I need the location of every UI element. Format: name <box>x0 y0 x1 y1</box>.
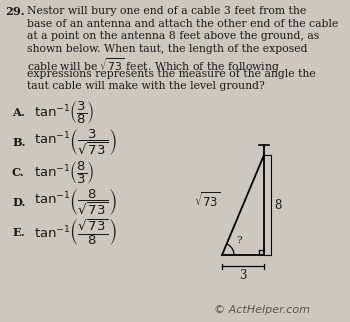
Text: 29.: 29. <box>5 6 24 17</box>
Text: B.: B. <box>12 137 26 147</box>
Text: base of an antenna and attach the other end of the cable: base of an antenna and attach the other … <box>27 18 338 29</box>
Text: 8: 8 <box>274 198 281 212</box>
Text: A.: A. <box>12 107 25 118</box>
Text: $\sqrt{73}$: $\sqrt{73}$ <box>194 192 221 210</box>
Text: taut cable will make with the level ground?: taut cable will make with the level grou… <box>27 81 265 91</box>
Text: shown below. When taut, the length of the exposed: shown below. When taut, the length of th… <box>27 43 308 53</box>
Text: $\tan^{-1}\!\left(\dfrac{3}{8}\right)$: $\tan^{-1}\!\left(\dfrac{3}{8}\right)$ <box>34 99 94 126</box>
Text: expressions represents the measure of the angle the: expressions represents the measure of th… <box>27 69 316 79</box>
Text: © ActHelper.com: © ActHelper.com <box>214 305 310 315</box>
Text: $\tan^{-1}\!\left(\dfrac{8}{\sqrt{73}}\right)$: $\tan^{-1}\!\left(\dfrac{8}{\sqrt{73}}\r… <box>34 187 117 217</box>
Text: Nestor will bury one end of a cable 3 feet from the: Nestor will bury one end of a cable 3 fe… <box>27 6 306 16</box>
Text: $\tan^{-1}\!\left(\dfrac{\sqrt{73}}{8}\right)$: $\tan^{-1}\!\left(\dfrac{\sqrt{73}}{8}\r… <box>34 217 117 247</box>
Text: ?: ? <box>236 235 241 244</box>
Text: 3: 3 <box>239 269 247 282</box>
Text: D.: D. <box>12 196 25 207</box>
Text: $\tan^{-1}\!\left(\dfrac{8}{3}\right)$: $\tan^{-1}\!\left(\dfrac{8}{3}\right)$ <box>34 158 94 185</box>
Text: at a point on the antenna 8 feet above the ground, as: at a point on the antenna 8 feet above t… <box>27 31 319 41</box>
Text: cable will be $\sqrt{73}$ feet. Which of the following: cable will be $\sqrt{73}$ feet. Which of… <box>27 56 280 75</box>
Text: $\tan^{-1}\!\left(\dfrac{3}{\sqrt{73}}\right)$: $\tan^{-1}\!\left(\dfrac{3}{\sqrt{73}}\r… <box>34 127 117 157</box>
Text: C.: C. <box>12 166 24 177</box>
Text: E.: E. <box>12 226 24 238</box>
